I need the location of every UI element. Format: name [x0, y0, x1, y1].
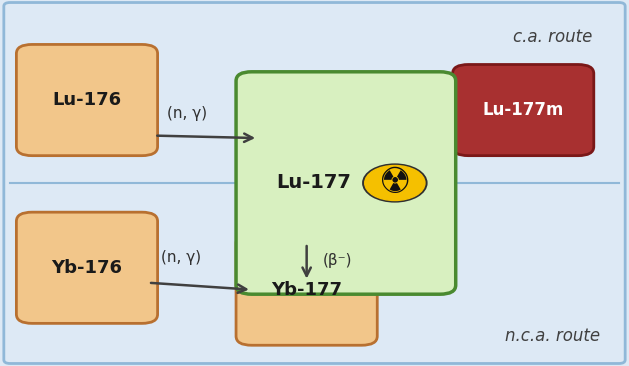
Text: Yb-177: Yb-177	[271, 281, 342, 299]
FancyBboxPatch shape	[16, 44, 158, 156]
Text: n.c.a. route: n.c.a. route	[506, 327, 601, 345]
Text: Lu-177: Lu-177	[276, 173, 352, 193]
Text: (β⁻): (β⁻)	[322, 253, 352, 268]
Text: ☢: ☢	[379, 166, 411, 200]
Circle shape	[365, 165, 425, 201]
Text: (n, γ): (n, γ)	[161, 250, 201, 265]
FancyBboxPatch shape	[236, 72, 456, 294]
Text: Yb-176: Yb-176	[52, 259, 123, 277]
Text: (n, γ): (n, γ)	[167, 106, 207, 121]
FancyBboxPatch shape	[236, 234, 377, 345]
FancyBboxPatch shape	[4, 3, 625, 363]
FancyBboxPatch shape	[453, 64, 594, 156]
Text: c.a. route: c.a. route	[513, 28, 593, 46]
FancyBboxPatch shape	[16, 212, 158, 324]
Text: Lu-177m: Lu-177m	[482, 101, 564, 119]
Text: Lu-176: Lu-176	[52, 91, 121, 109]
